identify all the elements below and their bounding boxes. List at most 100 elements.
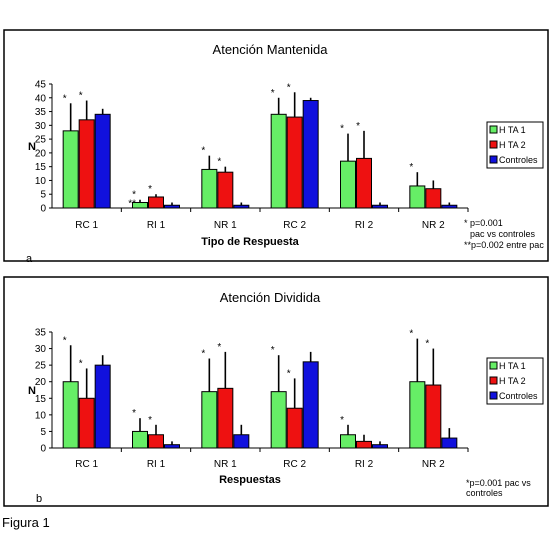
bar bbox=[78, 119, 95, 209]
y-axis-label: N bbox=[28, 385, 36, 397]
significance-marker: * bbox=[271, 345, 275, 356]
x-tick-label: RC 1 bbox=[75, 220, 98, 231]
significance-marker: * bbox=[409, 162, 413, 173]
y-tick-label: 15 bbox=[35, 394, 47, 405]
significance-marker: * bbox=[79, 358, 83, 369]
bar bbox=[78, 397, 95, 449]
bar bbox=[94, 364, 111, 449]
bar bbox=[286, 407, 303, 449]
significance-marker: * bbox=[340, 124, 344, 135]
legend-entry: H TA 1 bbox=[499, 361, 526, 371]
bar bbox=[356, 157, 372, 209]
bar bbox=[148, 196, 164, 209]
y-tick-label: 5 bbox=[40, 427, 46, 438]
legend-entry: H TA 2 bbox=[499, 376, 526, 386]
bar bbox=[164, 204, 180, 209]
y-tick-label: 20 bbox=[35, 377, 47, 388]
significance-marker: * bbox=[148, 415, 152, 426]
bar bbox=[340, 434, 356, 449]
bar bbox=[356, 440, 372, 449]
significance-marker: * bbox=[148, 184, 152, 195]
chart-panel-b: Atención Dividida 0 5 10 15 20 25 30 35 N RC 1 RI 1… bbox=[3, 276, 549, 507]
x-axis-label: Respuestas bbox=[219, 474, 281, 486]
y-tick-label: 20 bbox=[35, 148, 47, 159]
bar bbox=[62, 381, 79, 449]
legend-entry: H TA 1 bbox=[499, 125, 526, 135]
stat-note: controles bbox=[466, 488, 503, 498]
bar bbox=[372, 204, 388, 209]
bar bbox=[302, 100, 319, 209]
significance-marker: * bbox=[201, 146, 205, 157]
bar bbox=[62, 130, 79, 209]
chart-title: Atención Mantenida bbox=[213, 42, 329, 57]
legend-swatch bbox=[489, 376, 498, 385]
x-tick-label: NR 2 bbox=[422, 459, 445, 470]
bar bbox=[372, 444, 388, 449]
chart-panel-a: Atención Mantenida 0 5 10 15 20 25 30 35 40 45 N RC … bbox=[3, 29, 549, 265]
stat-note: *p=0.001 pac vs bbox=[466, 478, 531, 488]
legend-swatch bbox=[489, 391, 498, 400]
significance-marker: * bbox=[217, 157, 221, 168]
y-tick-label: 30 bbox=[35, 121, 47, 132]
bar bbox=[270, 391, 287, 449]
y-tick-label: 10 bbox=[35, 176, 47, 187]
significance-marker: * bbox=[132, 408, 136, 419]
bar bbox=[441, 437, 458, 449]
significance-marker: * bbox=[409, 329, 413, 340]
significance-marker: * bbox=[287, 368, 291, 379]
y-tick-label: 0 bbox=[40, 444, 46, 455]
y-axis-label: N bbox=[28, 141, 36, 153]
bar bbox=[201, 168, 218, 209]
significance-marker: * bbox=[132, 190, 136, 201]
significance-marker: * bbox=[217, 342, 221, 353]
y-tick-label: 25 bbox=[35, 135, 47, 146]
y-tick-label: 10 bbox=[35, 410, 47, 421]
legend-entry: H TA 2 bbox=[499, 140, 526, 150]
panel-letter: b bbox=[36, 493, 42, 505]
significance-marker: * bbox=[63, 335, 67, 346]
bar bbox=[270, 113, 287, 209]
y-tick-label: 40 bbox=[35, 93, 47, 104]
bar bbox=[201, 391, 218, 449]
bar bbox=[94, 113, 111, 209]
significance-marker: * bbox=[356, 121, 360, 132]
significance-marker: * bbox=[201, 349, 205, 360]
bar bbox=[148, 434, 164, 449]
bar bbox=[409, 381, 426, 449]
legend-swatch bbox=[489, 155, 498, 164]
x-tick-label: RC 2 bbox=[283, 220, 306, 231]
bar bbox=[425, 188, 442, 209]
x-tick-label: RI 1 bbox=[147, 459, 166, 470]
legend-swatch bbox=[489, 361, 498, 370]
significance-marker: * bbox=[63, 93, 67, 104]
y-tick-label: 15 bbox=[35, 162, 47, 173]
significance-marker: * bbox=[271, 88, 275, 99]
stat-note: pac vs controles bbox=[470, 229, 536, 239]
y-tick-label: 35 bbox=[35, 328, 47, 339]
bar bbox=[425, 384, 442, 449]
panel-letter: a bbox=[26, 253, 33, 265]
legend: H TA 1 H TA 2 Controles bbox=[486, 357, 544, 405]
legend-entry: Controles bbox=[499, 391, 538, 401]
x-tick-label: NR 1 bbox=[214, 459, 237, 470]
bar bbox=[132, 430, 148, 449]
chart-title: Atención Dividida bbox=[220, 290, 321, 305]
bar bbox=[286, 116, 303, 209]
x-tick-label: NR 1 bbox=[214, 220, 237, 231]
legend-swatch bbox=[489, 125, 498, 134]
y-tick-label: 0 bbox=[40, 204, 46, 215]
legend-entry: Controles bbox=[499, 155, 538, 165]
x-tick-label: RC 2 bbox=[283, 459, 306, 470]
x-tick-label: RC 1 bbox=[75, 459, 98, 470]
legend-swatch bbox=[489, 140, 498, 149]
bar bbox=[233, 434, 250, 449]
bar bbox=[441, 204, 458, 209]
significance-marker: * bbox=[340, 415, 344, 426]
figure-caption: Figura 1 bbox=[2, 515, 50, 530]
bar bbox=[340, 160, 356, 209]
x-tick-label: RI 2 bbox=[355, 459, 374, 470]
x-axis-label: Tipo de Respuesta bbox=[201, 236, 299, 248]
bar bbox=[164, 444, 180, 449]
bar bbox=[302, 361, 319, 449]
